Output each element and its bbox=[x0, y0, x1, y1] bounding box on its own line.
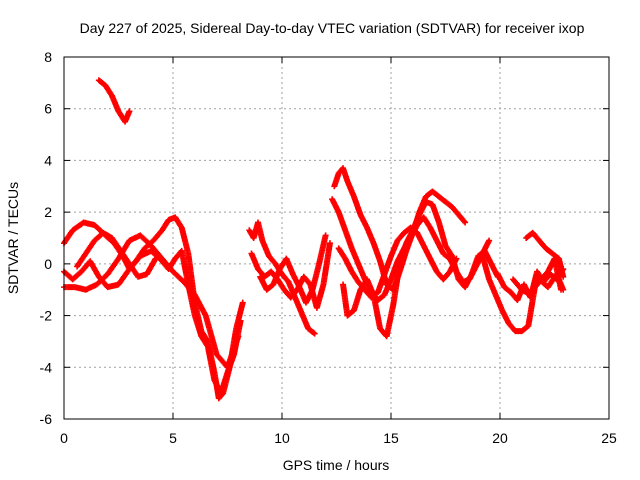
data-points bbox=[61, 77, 567, 402]
x-tick-label: 10 bbox=[274, 430, 290, 446]
data-point bbox=[152, 255, 159, 262]
data-point bbox=[237, 317, 244, 324]
y-tick-label: 8 bbox=[44, 49, 52, 65]
data-point bbox=[560, 286, 567, 293]
data-point bbox=[462, 219, 469, 226]
chart-title: Day 227 of 2025, Sidereal Day-to-day VTE… bbox=[80, 20, 585, 36]
series-track-h bbox=[257, 232, 329, 306]
y-tick-label: -2 bbox=[40, 308, 53, 324]
data-point bbox=[235, 333, 242, 340]
series-track-e bbox=[74, 229, 159, 280]
series-track-g bbox=[248, 240, 333, 311]
data-point bbox=[461, 218, 468, 225]
y-tick-label: -4 bbox=[40, 359, 53, 375]
y-tick-label: 0 bbox=[44, 256, 52, 272]
data-point bbox=[326, 240, 333, 247]
series-track-p bbox=[510, 271, 567, 298]
x-tick-label: 20 bbox=[492, 430, 508, 446]
series-track-a bbox=[95, 77, 133, 125]
x-axis-label: GPS time / hours bbox=[283, 457, 390, 473]
x-tick-label: 0 bbox=[60, 430, 68, 446]
y-tick-label: 6 bbox=[44, 101, 52, 117]
y-tick-label: 2 bbox=[44, 204, 52, 220]
x-tick-label: 5 bbox=[169, 430, 177, 446]
series-track-b bbox=[61, 214, 246, 402]
plot-frame bbox=[63, 56, 610, 420]
series-track-o bbox=[523, 229, 567, 280]
data-point bbox=[560, 273, 567, 280]
series-track-l bbox=[335, 224, 460, 301]
x-tick-label: 15 bbox=[383, 430, 399, 446]
series-track-c bbox=[61, 247, 244, 397]
series-track-d bbox=[61, 232, 242, 371]
data-point bbox=[310, 329, 317, 336]
data-point bbox=[126, 108, 133, 115]
y-axis-label: SDTVAR / TECUs bbox=[5, 182, 21, 294]
axis-ticks bbox=[63, 56, 610, 420]
data-point bbox=[453, 255, 460, 262]
x-tick-label: 25 bbox=[601, 430, 617, 446]
data-point bbox=[322, 232, 329, 239]
y-tick-label: 4 bbox=[44, 152, 52, 168]
y-tick-label: -6 bbox=[40, 411, 53, 427]
data-point bbox=[311, 330, 318, 337]
data-point bbox=[486, 237, 493, 244]
data-point bbox=[239, 299, 246, 306]
